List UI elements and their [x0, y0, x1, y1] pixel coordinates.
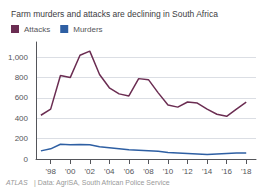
svg-text:'02: '02	[85, 167, 96, 176]
svg-text:ATLAS: ATLAS	[5, 179, 28, 186]
svg-text:'08: '08	[143, 167, 154, 176]
svg-text:800: 800	[15, 73, 29, 82]
svg-text:'00: '00	[65, 167, 76, 176]
svg-text:Murders: Murders	[73, 25, 102, 34]
svg-text:'16: '16	[221, 167, 232, 176]
svg-text:'18: '18	[241, 167, 252, 176]
svg-text:Attacks: Attacks	[24, 25, 50, 34]
svg-text:'14: '14	[202, 167, 213, 176]
svg-text:'06: '06	[124, 167, 135, 176]
svg-text:| Data: AgriSA, South African: | Data: AgriSA, South African Police Ser…	[34, 179, 170, 187]
svg-text:Farm murders and attacks are d: Farm murders and attacks are declining i…	[11, 9, 218, 19]
svg-text:'10: '10	[163, 167, 174, 176]
svg-text:1,000: 1,000	[8, 53, 29, 62]
svg-text:0: 0	[24, 155, 29, 164]
svg-text:400: 400	[15, 114, 29, 123]
svg-text:'04: '04	[104, 167, 115, 176]
svg-text:'12: '12	[182, 167, 193, 176]
svg-text:600: 600	[15, 93, 29, 102]
svg-text:200: 200	[15, 134, 29, 143]
svg-text:'98: '98	[45, 167, 56, 176]
